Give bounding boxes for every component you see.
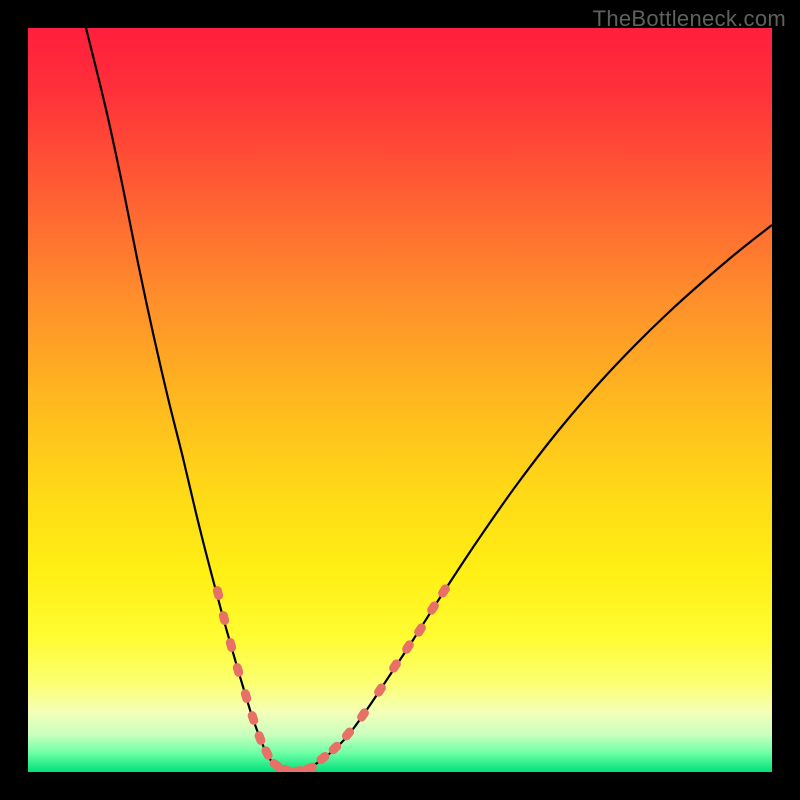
plot-area [28,28,772,772]
chart-frame: TheBottleneck.com [0,0,800,800]
plot-svg [28,28,772,772]
watermark-text: TheBottleneck.com [593,6,786,32]
